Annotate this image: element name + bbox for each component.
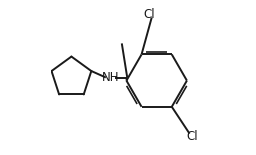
Text: NH: NH [101,71,119,84]
Text: Cl: Cl [187,130,198,143]
Text: Cl: Cl [143,8,155,21]
